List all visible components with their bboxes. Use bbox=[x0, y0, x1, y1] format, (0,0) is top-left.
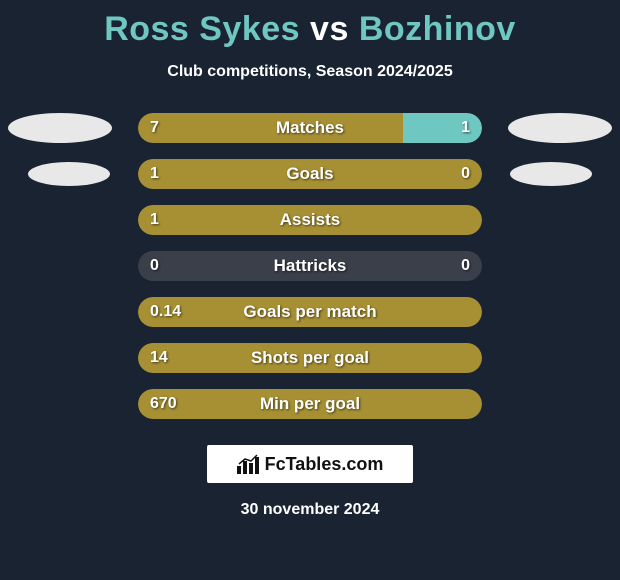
stat-bar-track: 670Min per goal bbox=[138, 389, 482, 419]
player1-value: 14 bbox=[150, 343, 168, 373]
player2-badge bbox=[510, 162, 592, 186]
player1-value: 1 bbox=[150, 159, 159, 189]
stat-row: 14Shots per goal bbox=[0, 343, 620, 373]
footer-logo-text: FcTables.com bbox=[265, 454, 384, 475]
player2-value: 0 bbox=[461, 159, 470, 189]
stat-bar-track: 10Goals bbox=[138, 159, 482, 189]
footer-logo: FcTables.com bbox=[207, 445, 413, 483]
stat-row: 670Min per goal bbox=[0, 389, 620, 419]
player2-bar-fill bbox=[403, 113, 482, 143]
player2-badge bbox=[508, 113, 612, 143]
player1-bar-fill bbox=[138, 205, 482, 235]
player1-bar-fill bbox=[138, 159, 482, 189]
player1-bar-fill bbox=[138, 389, 482, 419]
stat-row: 1Assists bbox=[0, 205, 620, 235]
player1-bar-fill bbox=[138, 113, 403, 143]
player1-badge bbox=[8, 113, 112, 143]
stats-area: 71Matches10Goals1Assists00Hattricks0.14G… bbox=[0, 113, 620, 419]
player2-name: Bozhinov bbox=[359, 10, 516, 48]
player1-value: 0 bbox=[150, 251, 159, 281]
player1-bar-fill bbox=[138, 343, 482, 373]
stat-row: 10Goals bbox=[0, 159, 620, 189]
page-title: Ross Sykes vs Bozhinov bbox=[104, 10, 516, 49]
player1-value: 1 bbox=[150, 205, 159, 235]
player1-value: 670 bbox=[150, 389, 177, 419]
comparison-infographic: Ross Sykes vs Bozhinov Club competitions… bbox=[0, 0, 620, 580]
player2-value: 0 bbox=[461, 251, 470, 281]
vs-text: vs bbox=[310, 10, 349, 48]
player1-bar-fill bbox=[138, 297, 482, 327]
stat-label: Hattricks bbox=[138, 251, 482, 281]
chart-icon bbox=[237, 454, 259, 474]
stat-bar-track: 71Matches bbox=[138, 113, 482, 143]
subtitle: Club competitions, Season 2024/2025 bbox=[167, 63, 452, 81]
stat-bar-track: 0.14Goals per match bbox=[138, 297, 482, 327]
player2-value: 1 bbox=[461, 113, 470, 143]
stat-bar-track: 14Shots per goal bbox=[138, 343, 482, 373]
stat-bar-track: 0 0Hattricks bbox=[138, 251, 482, 281]
player1-value: 0.14 bbox=[150, 297, 181, 327]
player1-value: 7 bbox=[150, 113, 159, 143]
stat-row: 0 0Hattricks bbox=[0, 251, 620, 281]
player1-badge bbox=[28, 162, 110, 186]
stat-row: 71Matches bbox=[0, 113, 620, 143]
stat-bar-track: 1Assists bbox=[138, 205, 482, 235]
footer-date: 30 november 2024 bbox=[241, 501, 380, 519]
stat-row: 0.14Goals per match bbox=[0, 297, 620, 327]
player1-name: Ross Sykes bbox=[104, 10, 300, 48]
